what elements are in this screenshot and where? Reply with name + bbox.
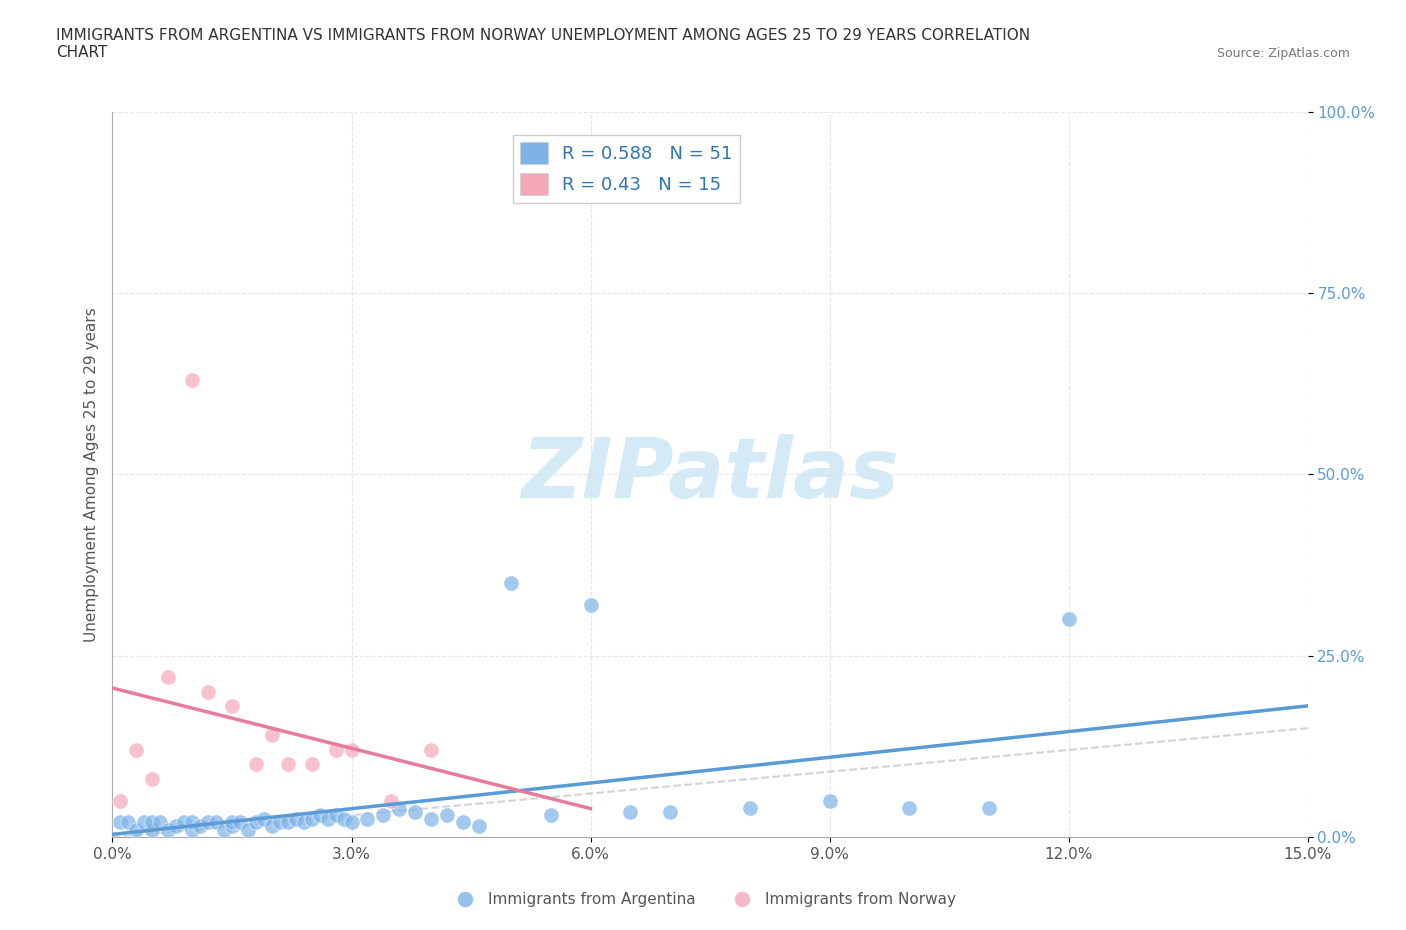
Text: Source: ZipAtlas.com: Source: ZipAtlas.com: [1216, 46, 1350, 60]
Point: [373, 808, 395, 823]
Point: [110, 815, 132, 830]
Point: [173, 815, 195, 830]
Point: [340, 742, 363, 757]
Point: [356, 811, 378, 827]
Point: [436, 808, 458, 823]
Point: [260, 818, 283, 833]
Point: [659, 804, 682, 819]
Legend: Immigrants from Argentina, Immigrants from Norway: Immigrants from Argentina, Immigrants fr…: [444, 886, 962, 913]
Point: [125, 822, 148, 837]
Point: [977, 801, 1000, 816]
Point: [236, 822, 259, 837]
Point: [269, 815, 291, 830]
Point: [277, 757, 299, 772]
Point: [308, 808, 330, 823]
Point: [245, 815, 267, 830]
Point: [540, 808, 562, 823]
Point: [404, 804, 426, 819]
Point: [260, 728, 283, 743]
Point: [579, 597, 602, 612]
Point: [898, 801, 921, 816]
Point: [1057, 612, 1080, 627]
Text: ZIPatlas: ZIPatlas: [522, 433, 898, 515]
Point: [292, 815, 315, 830]
Point: [212, 822, 235, 837]
Point: [301, 811, 323, 827]
Point: [284, 811, 307, 827]
Point: [245, 757, 267, 772]
Point: [221, 815, 243, 830]
Point: [141, 772, 163, 787]
Point: [818, 793, 841, 808]
Point: [197, 815, 219, 830]
Point: [253, 811, 276, 827]
Point: [301, 757, 323, 772]
Point: [325, 742, 347, 757]
Point: [110, 793, 132, 808]
Point: [197, 684, 219, 699]
Point: [380, 793, 402, 808]
Point: [340, 815, 363, 830]
Point: [205, 815, 228, 830]
Text: IMMIGRANTS FROM ARGENTINA VS IMMIGRANTS FROM NORWAY UNEMPLOYMENT AMONG AGES 25 T: IMMIGRANTS FROM ARGENTINA VS IMMIGRANTS …: [56, 28, 1031, 60]
Point: [157, 670, 180, 684]
Point: [468, 818, 491, 833]
Point: [325, 808, 347, 823]
Point: [149, 815, 172, 830]
Point: [229, 815, 252, 830]
Point: [420, 811, 443, 827]
Point: [134, 815, 156, 830]
Point: [499, 576, 522, 591]
Point: [141, 822, 163, 837]
Point: [181, 373, 204, 388]
Y-axis label: Unemployment Among Ages 25 to 29 years: Unemployment Among Ages 25 to 29 years: [83, 307, 98, 642]
Point: [332, 811, 354, 827]
Point: [117, 815, 139, 830]
Point: [157, 822, 180, 837]
Point: [451, 815, 474, 830]
Legend: R = 0.588   N = 51, R = 0.43   N = 15: R = 0.588 N = 51, R = 0.43 N = 15: [513, 135, 740, 203]
Point: [420, 742, 443, 757]
Point: [316, 811, 339, 827]
Point: [221, 818, 243, 833]
Point: [181, 822, 204, 837]
Point: [181, 815, 204, 830]
Point: [738, 801, 761, 816]
Point: [221, 699, 243, 714]
Point: [165, 818, 187, 833]
Point: [141, 815, 163, 830]
Point: [125, 742, 148, 757]
Point: [188, 818, 211, 833]
Point: [619, 804, 641, 819]
Point: [388, 802, 411, 817]
Point: [277, 815, 299, 830]
